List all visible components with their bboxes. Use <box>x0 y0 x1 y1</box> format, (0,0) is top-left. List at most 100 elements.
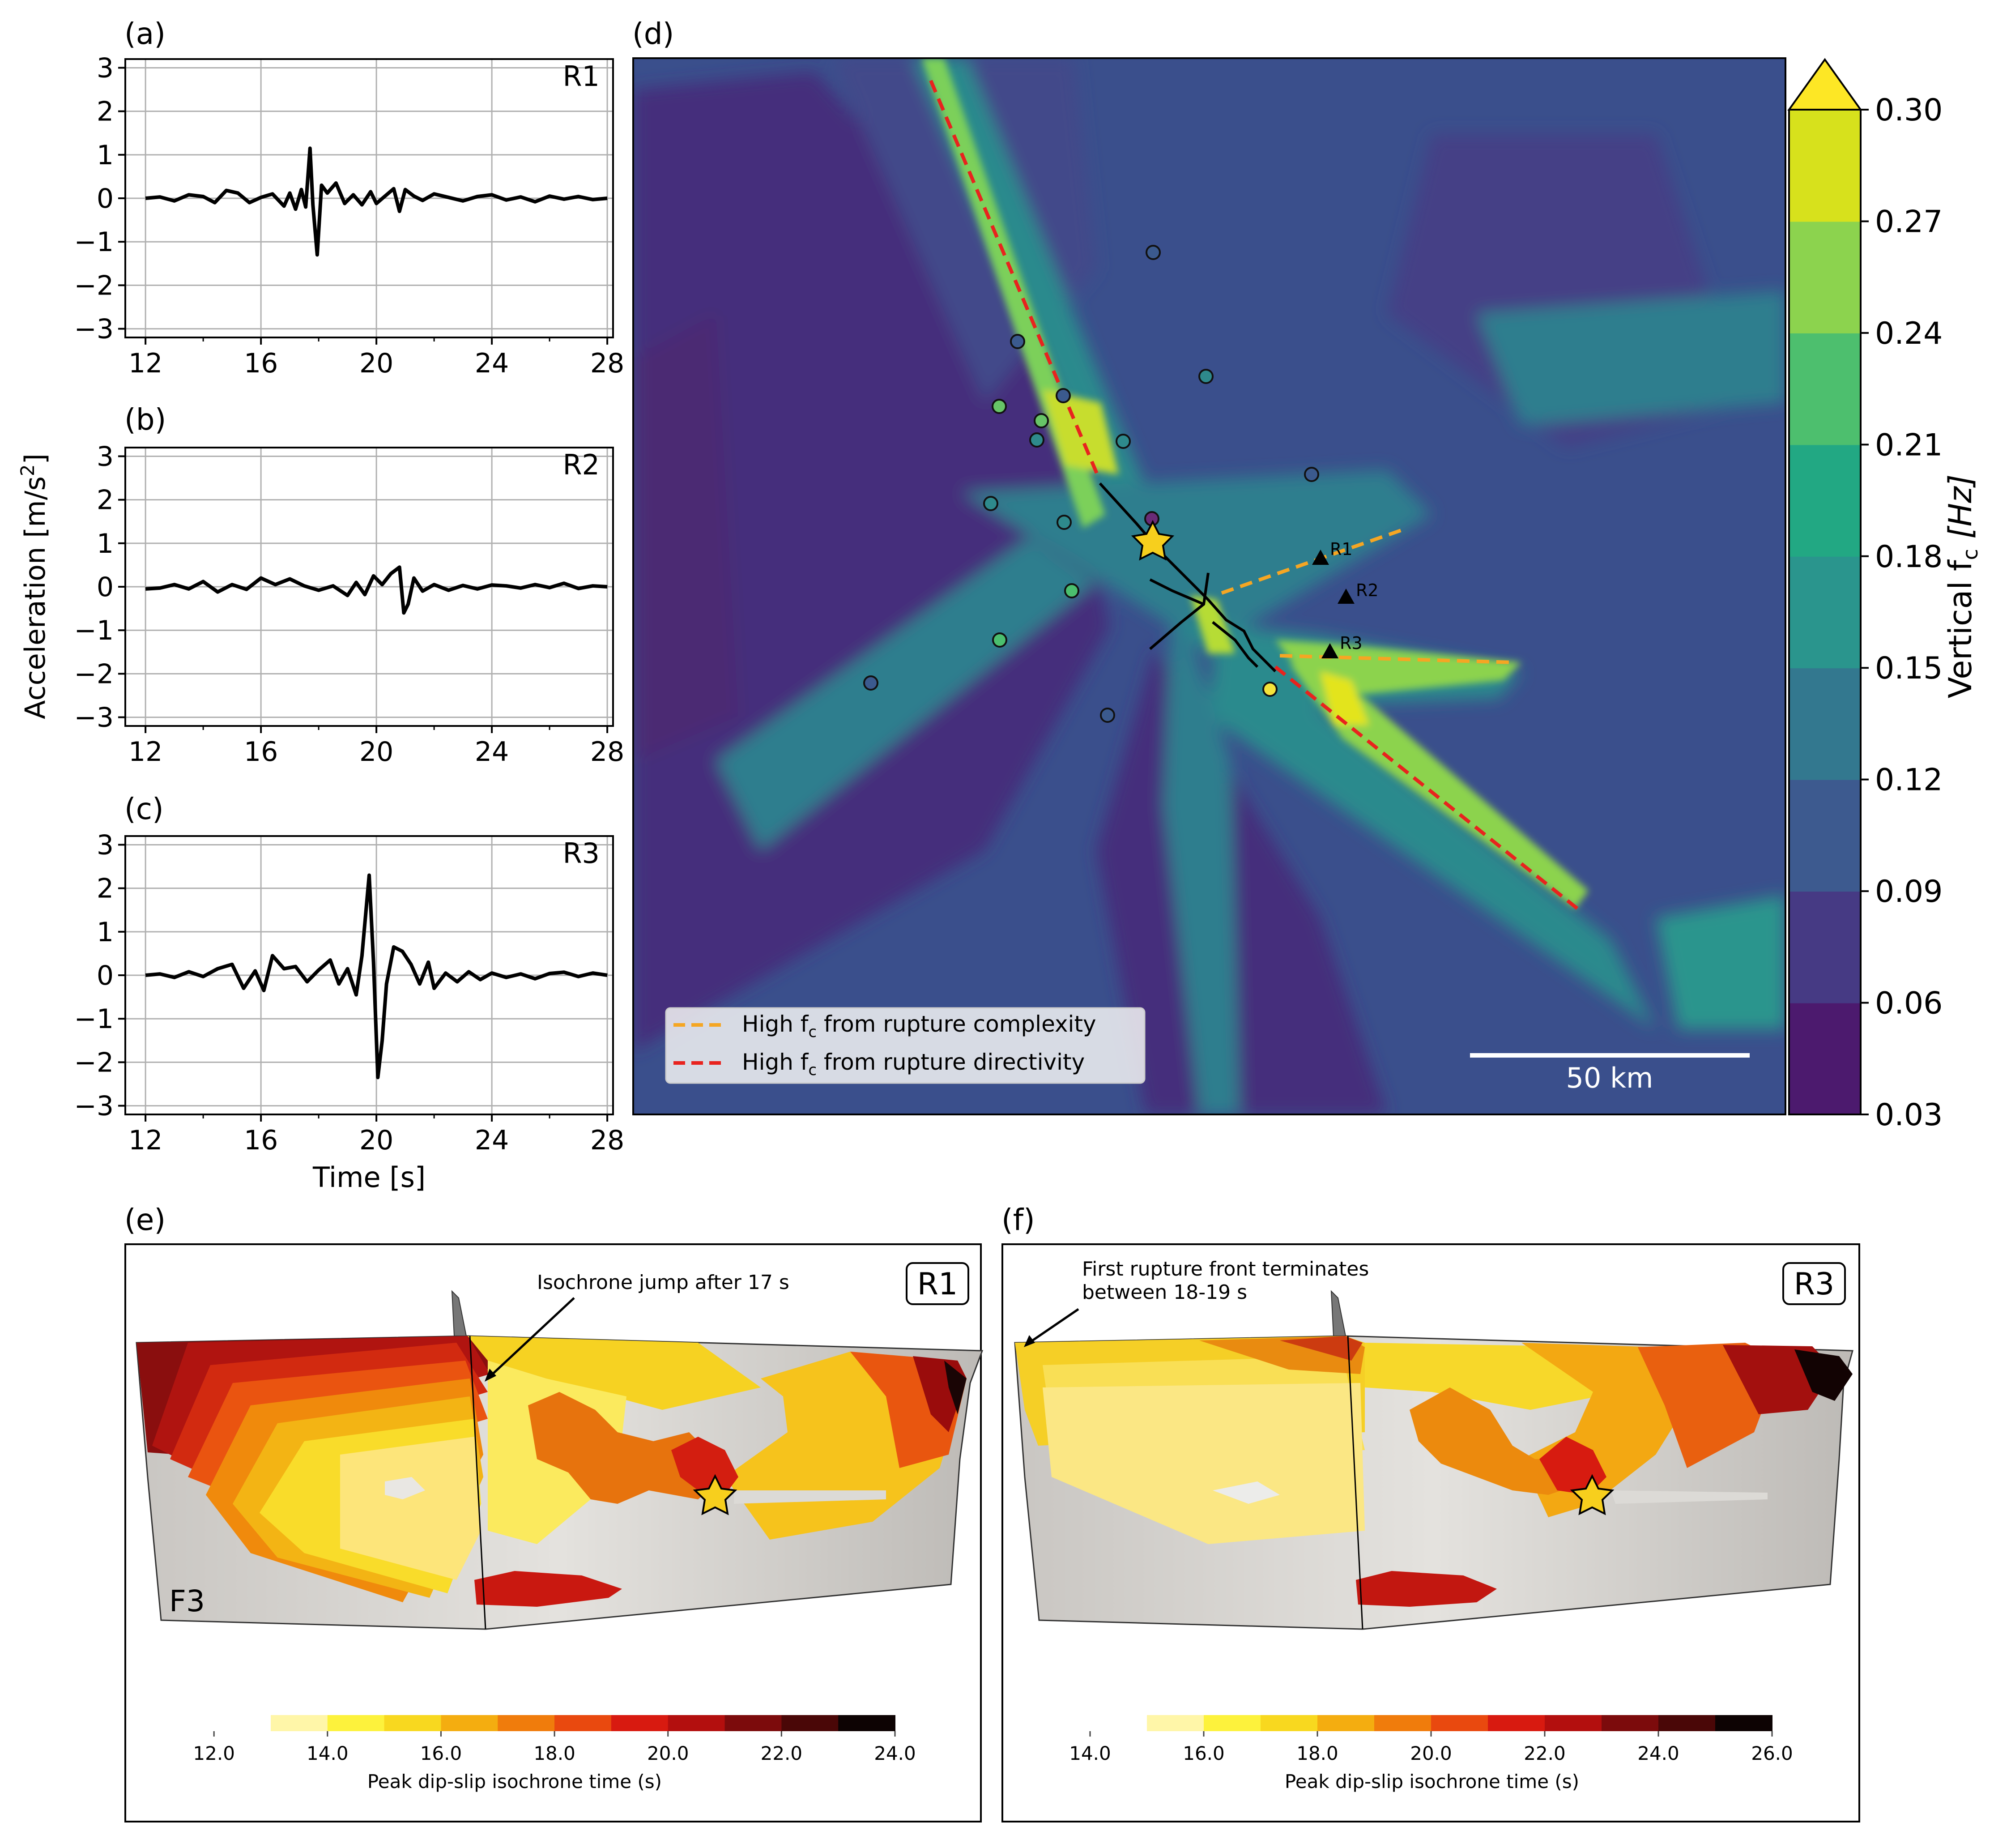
isochrone-field-f <box>1015 1336 1853 1607</box>
y-tick-label-0: −3 <box>74 314 114 345</box>
annotation-isochrone-jump: Isochrone jump after 17 s <box>537 1271 789 1294</box>
x-tick-label-1: 16 <box>244 348 278 379</box>
colorbar-segment-8 <box>1789 110 1861 222</box>
panel-title: R1 <box>562 60 600 93</box>
isochrone-colorbar-f-label: Peak dip-slip isochrone time (s) <box>1285 1771 1579 1793</box>
series-line-r3 <box>145 873 608 1080</box>
isochrone-swatch-4 <box>498 1715 555 1731</box>
y-tick-label-2: −1 <box>74 615 114 646</box>
isochrone-tick-label-6: 24.0 <box>874 1742 916 1764</box>
isochrone-field-e <box>136 1336 967 1607</box>
y-tick-label-3: 0 <box>97 960 114 991</box>
map-frame <box>632 57 1786 1115</box>
colorbar-extend-arrow <box>1787 58 1862 111</box>
colorbar-tick-label-3: 0.12 <box>1875 763 1943 798</box>
isochrone-swatch-7 <box>668 1715 725 1731</box>
isochrone-tick-label-5: 24.0 <box>1637 1742 1679 1764</box>
y-tick-label-5: 2 <box>97 485 114 516</box>
map-legend: High fc from rupture complexity High fc … <box>665 1007 1146 1084</box>
x-tick-label-0: 12 <box>128 348 162 379</box>
colorbar-tick-label-4: 0.15 <box>1875 651 1943 686</box>
isochrone-tick-label-1: 16.0 <box>1183 1742 1225 1764</box>
x-axis-label: Time [s] <box>312 1161 426 1194</box>
y-tick-label-0: −3 <box>74 702 114 734</box>
y-tick-label-6: 3 <box>97 441 114 472</box>
isochrone-colorbar-f: 14.0 16.0 18.0 20.0 22.0 24.0 26.0 <box>1069 1715 1793 1764</box>
scalebar-label: 50 km <box>1566 1062 1653 1094</box>
legend-complexity-label: High fc from rupture complexity <box>742 1011 1096 1041</box>
panel-title: R3 <box>562 837 600 870</box>
panel-label-f: (f) <box>1001 1203 1035 1237</box>
isochrone-tick-label-3: 20.0 <box>1410 1742 1452 1764</box>
isochrone-tick-label-0: 12.0 <box>193 1742 235 1764</box>
isochrone-swatch-10 <box>1715 1715 1772 1731</box>
receiver-r2-label: R2 <box>1356 580 1379 600</box>
isochrone-tick-label-6: 26.0 <box>1751 1742 1793 1764</box>
panel-label-a: (a) <box>124 17 166 51</box>
receiver-markers: R1 R2 R3 <box>1312 539 1379 658</box>
isochrone-tick-label-1: 14.0 <box>307 1742 349 1764</box>
legend-directivity-label: High fc from rupture directivity <box>742 1049 1085 1079</box>
panel-title: R2 <box>562 448 600 481</box>
x-tick-label-3: 24 <box>475 1125 509 1156</box>
x-tick-label-1: 16 <box>244 736 278 768</box>
x-tick-label-4: 28 <box>590 1125 624 1156</box>
receiver-r2-marker <box>1338 589 1355 604</box>
isochrone-tick-label-2: 18.0 <box>1296 1742 1338 1764</box>
isochrone-swatch-1 <box>1204 1715 1261 1731</box>
badge-r3-text: R3 <box>1794 1267 1835 1302</box>
panel-label-b: (b) <box>124 402 166 437</box>
panel-label-d: (d) <box>632 17 674 51</box>
isochrone-swatch-2 <box>384 1715 442 1731</box>
panel-label-c: (c) <box>124 792 164 826</box>
isochrone-tick-label-3: 18.0 <box>533 1742 575 1764</box>
isochrone-swatch-3 <box>1317 1715 1375 1731</box>
shared-y-axis-label: Acceleration [m/s2] <box>17 453 51 719</box>
isochrone-swatch-1 <box>327 1715 385 1731</box>
isochrone-tick-label-4: 22.0 <box>1524 1742 1566 1764</box>
y-tick-label-3: 0 <box>97 572 114 603</box>
slip-panel-f: R3 First rupture front terminates betwee… <box>1001 1243 1860 1822</box>
colorbar-frame <box>1788 110 1862 1115</box>
isochrone-swatch-8 <box>724 1715 782 1731</box>
isochrone-swatch-10 <box>838 1715 895 1731</box>
panel-label-e: (e) <box>124 1203 166 1237</box>
isochrone-swatch-4 <box>1374 1715 1432 1731</box>
isochrone-swatch-7 <box>1545 1715 1602 1731</box>
x-tick-label-0: 12 <box>128 736 162 768</box>
x-tick-label-4: 28 <box>590 736 624 768</box>
fault-trace-e <box>469 1336 486 1630</box>
isochrone-colorbar-e: 12.0 14.0 16.0 18.0 20.0 22.0 24.0 <box>193 1715 916 1764</box>
y-tick-label-4: 1 <box>97 140 114 171</box>
isochrone-swatch-2 <box>1261 1715 1318 1731</box>
y-tick-label-1: −2 <box>74 270 114 301</box>
receiver-r3-label: R3 <box>1340 633 1363 653</box>
x-tick-label-1: 16 <box>244 1125 278 1156</box>
series-line-r1 <box>145 146 608 257</box>
station-markers <box>863 245 1319 723</box>
isochrone-swatch-6 <box>611 1715 669 1731</box>
isochrone-colorbar-e-label: Peak dip-slip isochrone time (s) <box>367 1771 662 1793</box>
y-tick-label-1: −2 <box>74 1047 114 1078</box>
isochrone-tick-label-5: 22.0 <box>761 1742 803 1764</box>
fc-map: R1 R2 R3 High fc from rupture complexity… <box>632 57 1786 1115</box>
y-tick-label-5: 2 <box>97 96 114 128</box>
y-tick-label-6: 3 <box>97 52 114 84</box>
annotation-arrow-f <box>1028 1308 1079 1344</box>
y-tick-label-2: −1 <box>74 226 114 258</box>
x-tick-label-2: 20 <box>359 348 393 379</box>
colorbar-segment-2 <box>1789 779 1861 892</box>
colorbar-segment-6 <box>1789 333 1861 445</box>
fault-trace-f <box>1347 1336 1363 1630</box>
x-tick-label-3: 24 <box>475 736 509 768</box>
y-tick-label-0: −3 <box>74 1091 114 1122</box>
colorbar-tick-label-2: 0.09 <box>1875 874 1943 909</box>
directivity-line-north <box>929 80 1099 475</box>
colorbar-tick-label-8: 0.27 <box>1875 204 1943 239</box>
directivity-line-south <box>1274 665 1579 910</box>
receiver-r1-marker <box>1312 550 1329 565</box>
annotation-rupture-front-line1: First rupture front terminates <box>1082 1258 1369 1280</box>
